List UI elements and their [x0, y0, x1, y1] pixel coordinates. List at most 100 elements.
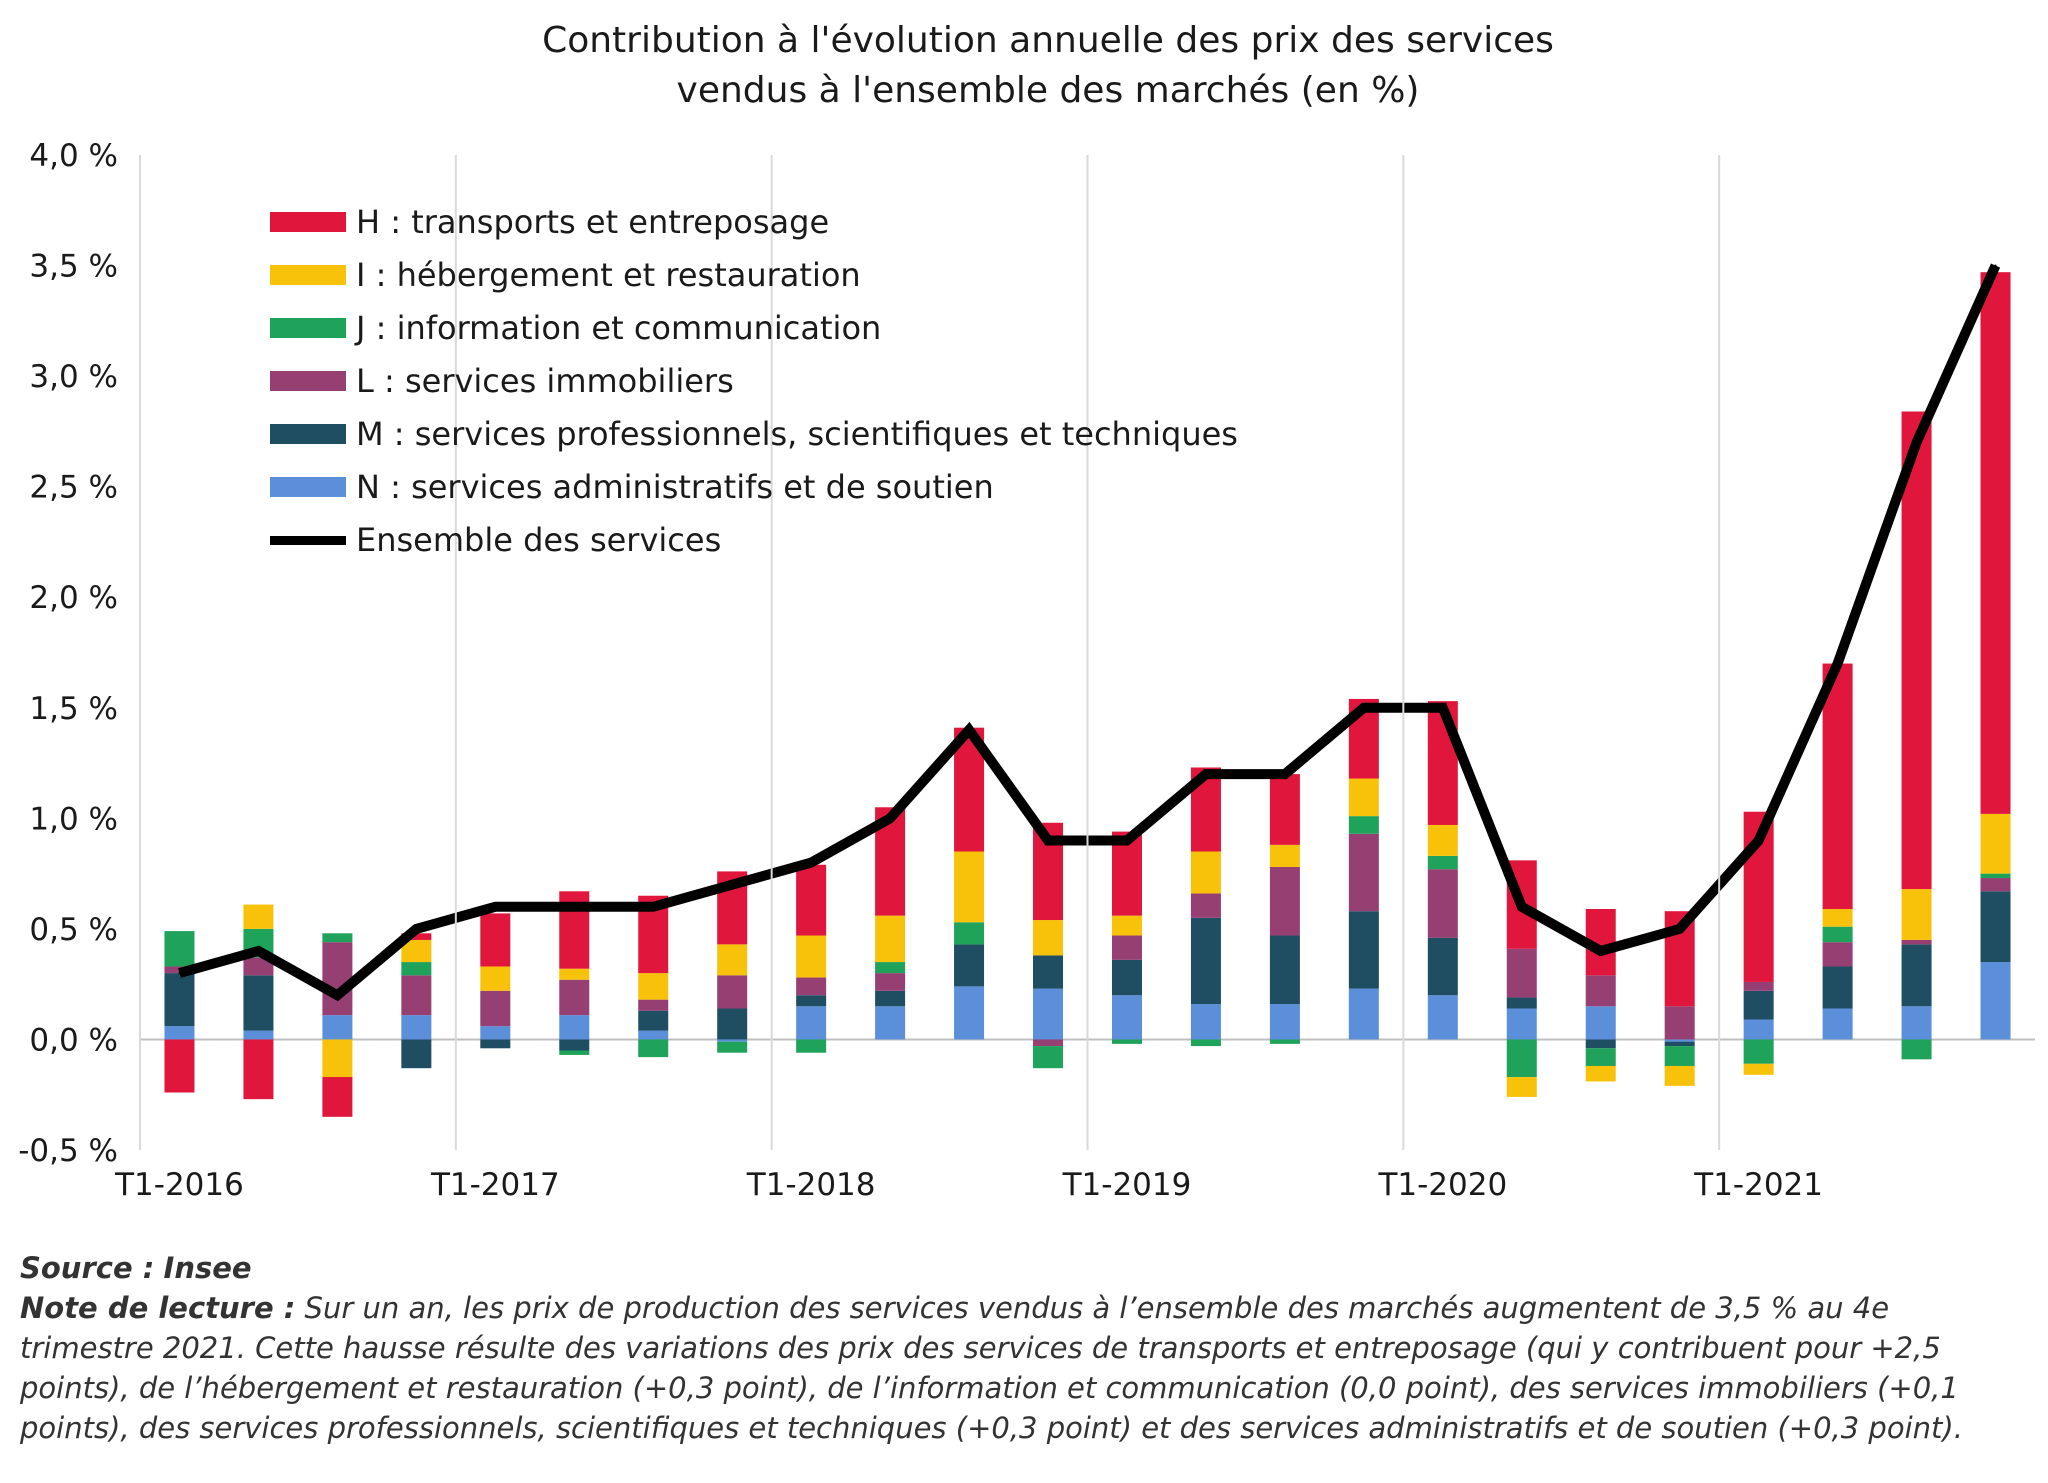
bar-J-T3-2017 — [638, 1039, 669, 1058]
bar-J-T2-2019 — [1190, 1039, 1221, 1047]
legend-swatch-I — [270, 265, 346, 285]
x-axis: T1-2016 T1-2017 T1-2018 T1-2019 T1-2020 T1-20… — [114, 155, 1823, 1203]
line-point-T1-2019 — [1125, 839, 1128, 842]
bar-J-T4-2017 — [717, 1041, 748, 1053]
legend-label: M : services professionnels, scientifiqu… — [356, 415, 1238, 453]
bar-L-T3-2017 — [638, 999, 669, 1011]
legend-label: H : transports et entreposage — [356, 203, 829, 241]
bar-L-T3-2020 — [1585, 975, 1616, 1007]
x-tick-label: T1-2021 — [1693, 1167, 1823, 1203]
bar-N-T2-2018 — [875, 1006, 906, 1040]
line-point-T2-2018 — [889, 817, 892, 820]
bar-I-T2-2019 — [1190, 851, 1221, 894]
bar-I-T2-2016 — [243, 904, 274, 929]
bar-J-T4-2018 — [1033, 1046, 1064, 1069]
bar-I-T1-2021 — [1743, 1063, 1774, 1075]
line-point-T1-2021 — [1757, 839, 1760, 842]
bar-I-T3-2019 — [1269, 844, 1300, 867]
bar-L-T4-2016 — [401, 975, 432, 1016]
bar-L-T4-2019 — [1348, 833, 1379, 912]
line-point-T2-2020 — [1520, 905, 1523, 908]
bar-M-T4-2019 — [1348, 911, 1379, 989]
bar-L-T3-2021 — [1901, 939, 1932, 945]
bar-N-T1-2020 — [1427, 995, 1458, 1040]
bar-N-T4-2020 — [1664, 1039, 1695, 1042]
bar-M-T2-2017 — [559, 1039, 590, 1051]
source-value: Insee — [163, 1251, 252, 1285]
bar-J-T4-2019 — [1348, 816, 1379, 834]
bar-H-T2-2016 — [243, 1039, 274, 1100]
bar-I-T4-2021 — [1980, 813, 2011, 874]
bar-N-T1-2019 — [1111, 995, 1142, 1040]
bar-N-T3-2019 — [1269, 1004, 1300, 1040]
bar-L-T1-2017 — [480, 990, 511, 1027]
bar-M-T2-2016 — [243, 975, 274, 1031]
bar-I-T4-2019 — [1348, 778, 1379, 817]
bar-N-T4-2019 — [1348, 988, 1379, 1040]
y-axis: -0,5 % 0,0 % 0,5 % 1,0 % 1,5 % 2,0 % 2,5 % 3,0 … — [18, 138, 2035, 1169]
bar-H-T1-2019 — [1111, 831, 1142, 916]
bar-I-T4-2016 — [401, 939, 432, 963]
bar-I-T2-2017 — [559, 968, 590, 980]
bar-L-T4-2017 — [717, 975, 748, 1009]
bar-I-T4-2020 — [1664, 1065, 1695, 1086]
legend-swatch-N — [270, 477, 346, 497]
bar-L-T2-2021 — [1822, 942, 1853, 967]
legend-label: I : hébergement et restauration — [356, 256, 861, 294]
bar-L-T1-2019 — [1111, 935, 1142, 960]
bar-M-T3-2019 — [1269, 935, 1300, 1005]
line-point-T1-2016 — [178, 972, 181, 975]
legend-swatch-L — [270, 371, 346, 391]
line-point-T4-2020 — [1678, 927, 1681, 930]
bar-N-T4-2016 — [401, 1015, 432, 1040]
source-note: Source : Insee — [20, 1248, 2030, 1288]
line-point-T4-2019 — [1362, 706, 1365, 709]
bar-I-T1-2018 — [796, 935, 827, 978]
bar-M-T4-2018 — [1033, 955, 1064, 989]
line-point-T3-2016 — [336, 994, 339, 997]
bar-H-T3-2019 — [1269, 774, 1300, 845]
bar-I-T2-2018 — [875, 915, 906, 963]
x-tick-label: T1-2017 — [430, 1167, 560, 1203]
bar-M-T1-2018 — [796, 995, 827, 1007]
x-tick-label: T1-2019 — [1062, 1167, 1192, 1203]
bar-L-T4-2021 — [1980, 878, 2011, 892]
x-tick-label: T1-2016 — [114, 1167, 244, 1203]
bar-L-T2-2016 — [243, 957, 274, 976]
bar-J-T1-2018 — [796, 1039, 827, 1053]
legend-swatch-H — [270, 212, 346, 232]
bar-N-T4-2018 — [1033, 988, 1064, 1040]
line-point-T2-2021 — [1836, 662, 1839, 665]
bar-H-T4-2021 — [1980, 272, 2011, 814]
bar-H-T2-2021 — [1822, 663, 1853, 909]
legend-label: J : information et communication — [354, 309, 881, 347]
y-tick-label: -0,5 % — [18, 1133, 118, 1169]
x-tick-label: T1-2018 — [746, 1167, 876, 1203]
line-point-T1-2020 — [1441, 706, 1444, 709]
bar-J-T2-2017 — [559, 1050, 590, 1055]
line-point-T2-2017 — [573, 905, 576, 908]
line-point-T3-2018 — [968, 728, 971, 731]
bar-J-T3-2021 — [1901, 1039, 1932, 1060]
legend-swatch-line — [270, 536, 346, 545]
bar-M-T2-2019 — [1190, 917, 1221, 1005]
y-tick-label: 0,0 % — [29, 1022, 118, 1058]
bar-L-T3-2016 — [322, 942, 353, 1016]
bar-M-T4-2016 — [401, 1039, 432, 1069]
bar-J-T1-2020 — [1427, 855, 1458, 870]
bar-I-T1-2020 — [1427, 824, 1458, 856]
bar-J-T3-2019 — [1269, 1039, 1300, 1044]
y-tick-label: 2,5 % — [29, 470, 118, 506]
bar-M-T1-2019 — [1111, 959, 1142, 996]
bar-J-T3-2018 — [954, 922, 985, 945]
bar-L-T3-2019 — [1269, 866, 1300, 936]
bar-M-T3-2017 — [638, 1010, 669, 1031]
bar-L-T1-2018 — [796, 977, 827, 996]
bar-M-T4-2021 — [1980, 891, 2011, 963]
reading-note: Note de lecture : Sur un an, les prix de… — [20, 1288, 2030, 1448]
bar-J-T3-2016 — [322, 933, 353, 943]
y-tick-label: 0,5 % — [29, 912, 118, 948]
chart-title-line-2: vendus à l'ensemble des marchés (en %) — [677, 70, 1420, 111]
line-point-T4-2018 — [1047, 839, 1050, 842]
